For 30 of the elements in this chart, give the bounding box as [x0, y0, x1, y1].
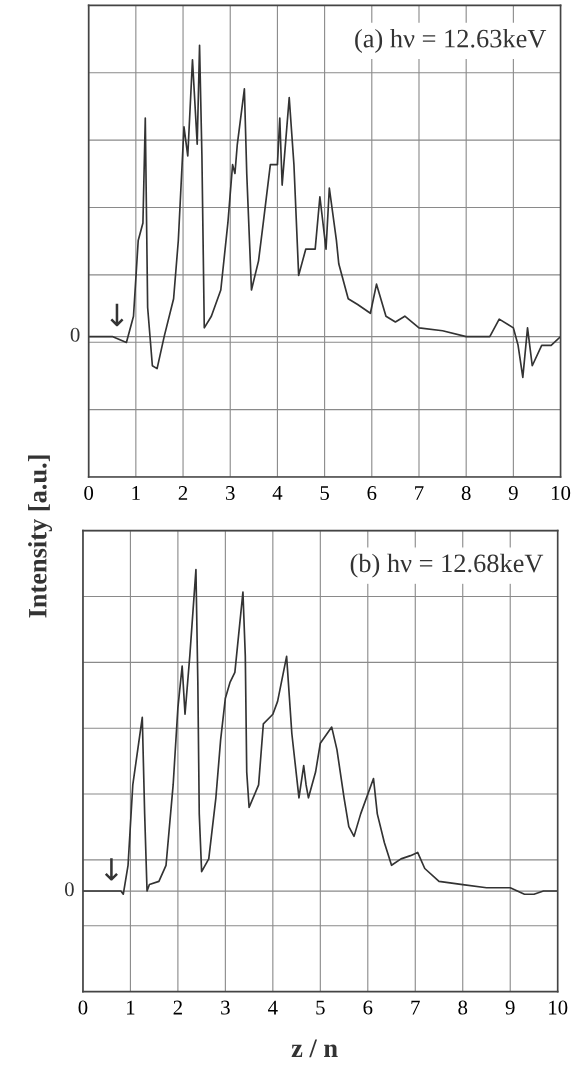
x-tick-label: 7	[415, 486, 424, 500]
x-tick-label: 0	[78, 1000, 88, 1015]
ref-line-label: 0	[70, 327, 80, 342]
x-tick-label: 2	[178, 486, 188, 500]
chart-title: (a) hν = 12.63keV	[355, 28, 547, 53]
x-tick-label: 8	[458, 1000, 468, 1015]
y-axis-title: Intensity [a.u.]	[28, 455, 53, 618]
ref-line-label: 0	[64, 882, 74, 897]
x-tick-label: 0	[84, 485, 94, 501]
x-tick-label: 5	[320, 486, 329, 501]
x-tick-label: 10	[551, 485, 571, 501]
x-tick-label: 4	[268, 1000, 278, 1015]
x-tick-label: 6	[367, 486, 377, 501]
x-axis-title: z / n	[291, 1039, 338, 1058]
x-tick-label: 1	[127, 1000, 135, 1015]
x-tick-label: 9	[508, 486, 518, 501]
x-tick-label: 6	[363, 1000, 373, 1015]
annotation: ↓	[110, 303, 124, 327]
x-tick-label: 9	[505, 1000, 515, 1015]
x-tick-label: 7	[411, 1000, 420, 1015]
x-tick-label: 3	[221, 1000, 230, 1015]
x-tick-label: 3	[226, 486, 235, 501]
annotation: ↓	[104, 858, 118, 881]
x-tick-label: 4	[272, 486, 283, 500]
x-tick-label: 1	[132, 486, 140, 500]
x-tick-label: 5	[316, 1000, 325, 1015]
x-tick-label: 2	[173, 1000, 182, 1015]
x-tick-label: 8	[461, 485, 471, 501]
chart-title: (b) hν = 12.68keV	[350, 553, 544, 578]
x-tick-label: 10	[549, 1000, 568, 1015]
